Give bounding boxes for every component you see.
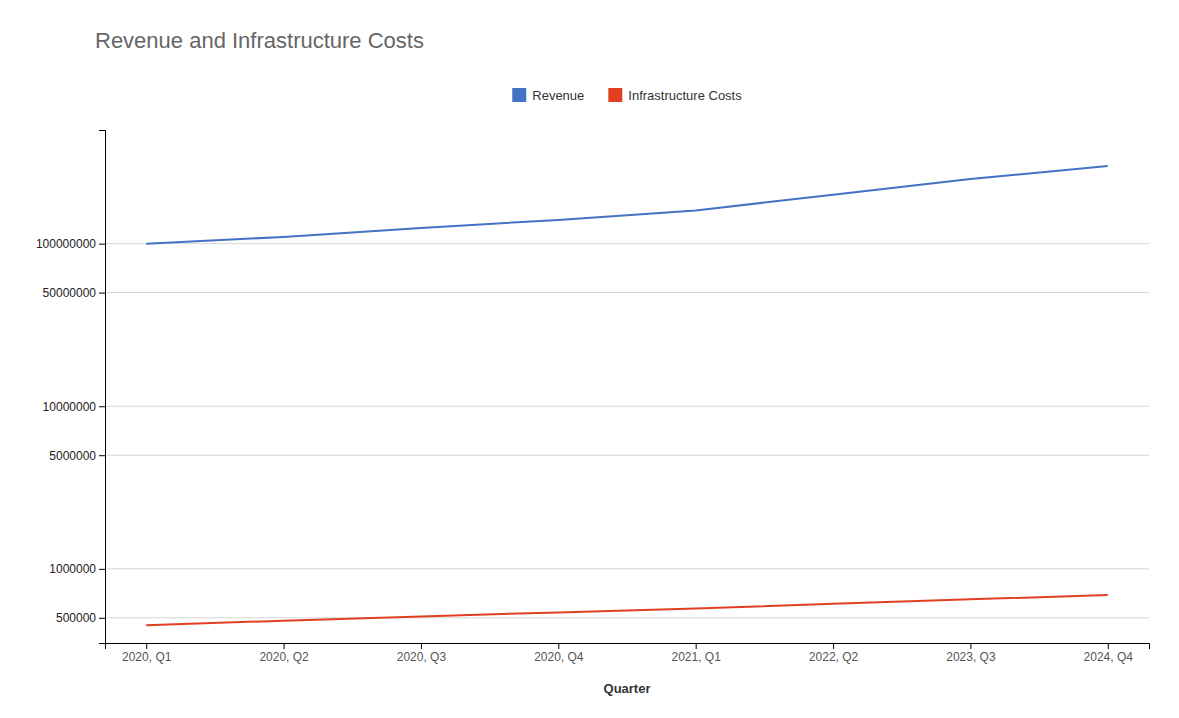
x-tick-label: 2020, Q4 [534, 650, 584, 664]
y-tick-mark [99, 293, 105, 294]
x-axis-title: Quarter [604, 681, 651, 696]
x-tick-mark [696, 643, 697, 649]
x-tick: 2020, Q2 [259, 643, 309, 664]
plot-area [146, 166, 1108, 625]
grid-line [105, 243, 1149, 244]
title: Revenue and Infrastructure Costs [95, 28, 424, 53]
grid-line [105, 455, 1149, 456]
y-tick-label: 100000000 [36, 237, 96, 251]
x-tick: 2020, Q1 [122, 643, 172, 664]
x-tick: 2021, Q1 [671, 643, 721, 664]
x-tick-label: 2020, Q1 [122, 650, 172, 664]
y-tick-mark [99, 244, 105, 245]
x-axis: 2020, Q1 2020, Q2 2020, Q3 2020, Q4 2021, Q1… [106, 643, 1150, 664]
y-tick-label: 500000 [56, 611, 96, 625]
x-tick: 2020, Q4 [534, 643, 584, 664]
y-tick-mark [99, 406, 105, 407]
x-tick-mark [284, 643, 285, 649]
y-tick: 50000000 [43, 286, 105, 300]
x-tick-label: 2021, Q1 [671, 650, 721, 664]
x-tick-label: 2023, Q3 [946, 650, 996, 664]
x-tick-mark [146, 643, 147, 649]
legend-swatch [608, 88, 622, 102]
x-tick: 2022, Q2 [809, 643, 859, 664]
grid-line [105, 568, 1149, 569]
y-axis-line [99, 131, 106, 644]
x-tick-label: 2022, Q2 [809, 650, 859, 664]
series-line [146, 595, 1108, 625]
x-tick: 2023, Q3 [946, 643, 996, 664]
y-tick: 10000000 [43, 400, 105, 414]
y-tick-mark [99, 455, 105, 456]
x-axis-line [106, 644, 1150, 650]
x-tick-mark [970, 643, 971, 649]
x-tick-label: 2024, Q4 [1084, 650, 1134, 664]
series-line [146, 166, 1108, 244]
x-tick-mark [833, 643, 834, 649]
y-axis: 500000 1000000 5000000 10000000 50000000 1000… [36, 131, 106, 644]
y-tick-label: 1000000 [49, 562, 96, 576]
x-tick-mark [421, 643, 422, 649]
x-tick: 2024, Q4 [1084, 643, 1134, 664]
y-tick-label: 50000000 [43, 286, 97, 300]
x-tick-mark [1108, 643, 1109, 649]
grid-line [105, 617, 1149, 618]
legend-item: Infrastructure Costs [608, 88, 742, 103]
x-tick-mark [558, 643, 559, 649]
legend-item: Revenue [512, 88, 584, 103]
legend: Revenue Infrastructure Costs [512, 88, 742, 103]
y-tick: 5000000 [49, 449, 105, 463]
legend-label: Infrastructure Costs [628, 88, 742, 103]
grid-line [105, 406, 1149, 407]
y-tick: 100000000 [36, 237, 105, 251]
y-tick-label: 10000000 [43, 400, 97, 414]
grid-line [105, 292, 1149, 293]
y-tick-label: 5000000 [49, 449, 96, 463]
y-tick-mark [99, 618, 105, 619]
x-tick-label: 2020, Q2 [259, 650, 309, 664]
legend-label: Revenue [532, 88, 584, 103]
chart-root: 500000 1000000 5000000 10000000 50000000 1000… [0, 0, 1179, 718]
x-tick: 2020, Q3 [397, 643, 447, 664]
grid [105, 244, 1149, 618]
y-tick: 500000 [56, 611, 105, 625]
y-tick: 1000000 [49, 562, 105, 576]
legend-swatch [512, 88, 526, 102]
y-tick-mark [99, 569, 105, 570]
x-tick-label: 2020, Q3 [397, 650, 447, 664]
